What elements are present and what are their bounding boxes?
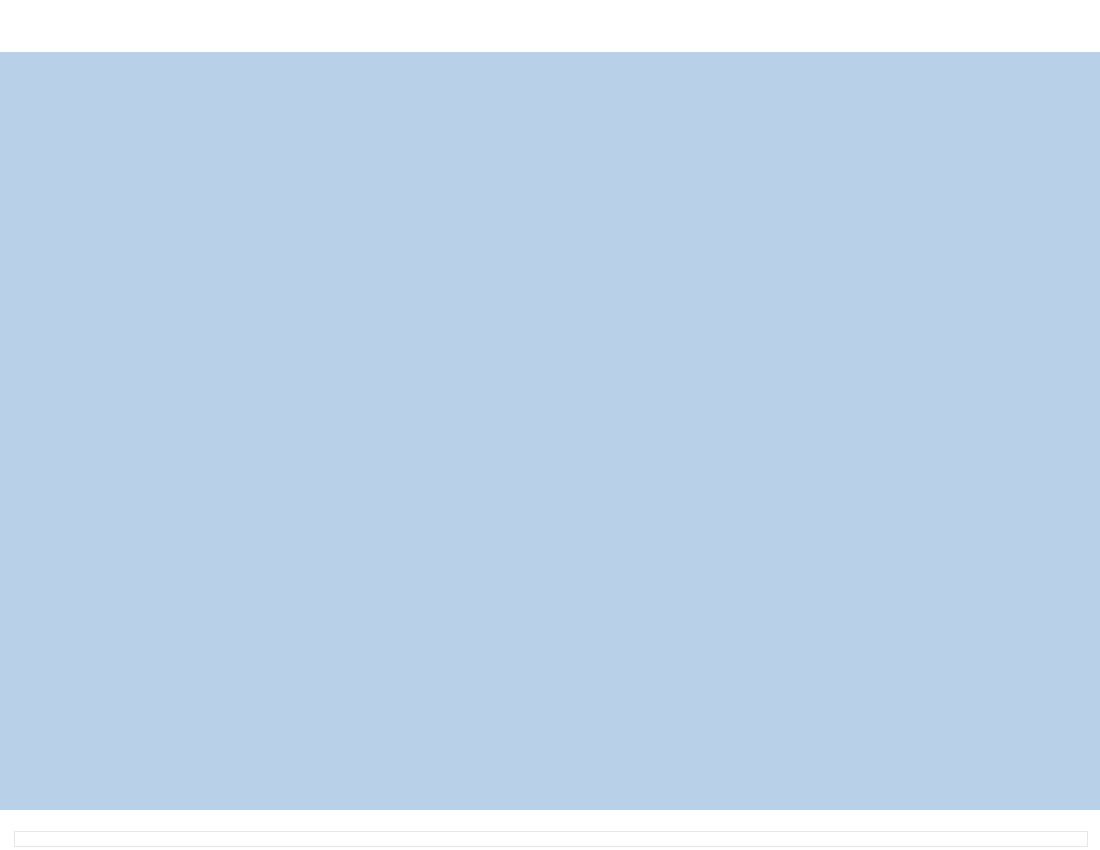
header-bar [0,0,1100,52]
colorbar-gradient [14,831,1088,847]
map-canvas-area[interactable] [0,52,1100,810]
colorbar-tick-labels [0,810,1100,830]
colorbar-area [0,810,1100,850]
colorbar-canvas [15,832,1087,846]
geography-borders [0,52,1100,810]
point-value-labels [0,52,1100,810]
